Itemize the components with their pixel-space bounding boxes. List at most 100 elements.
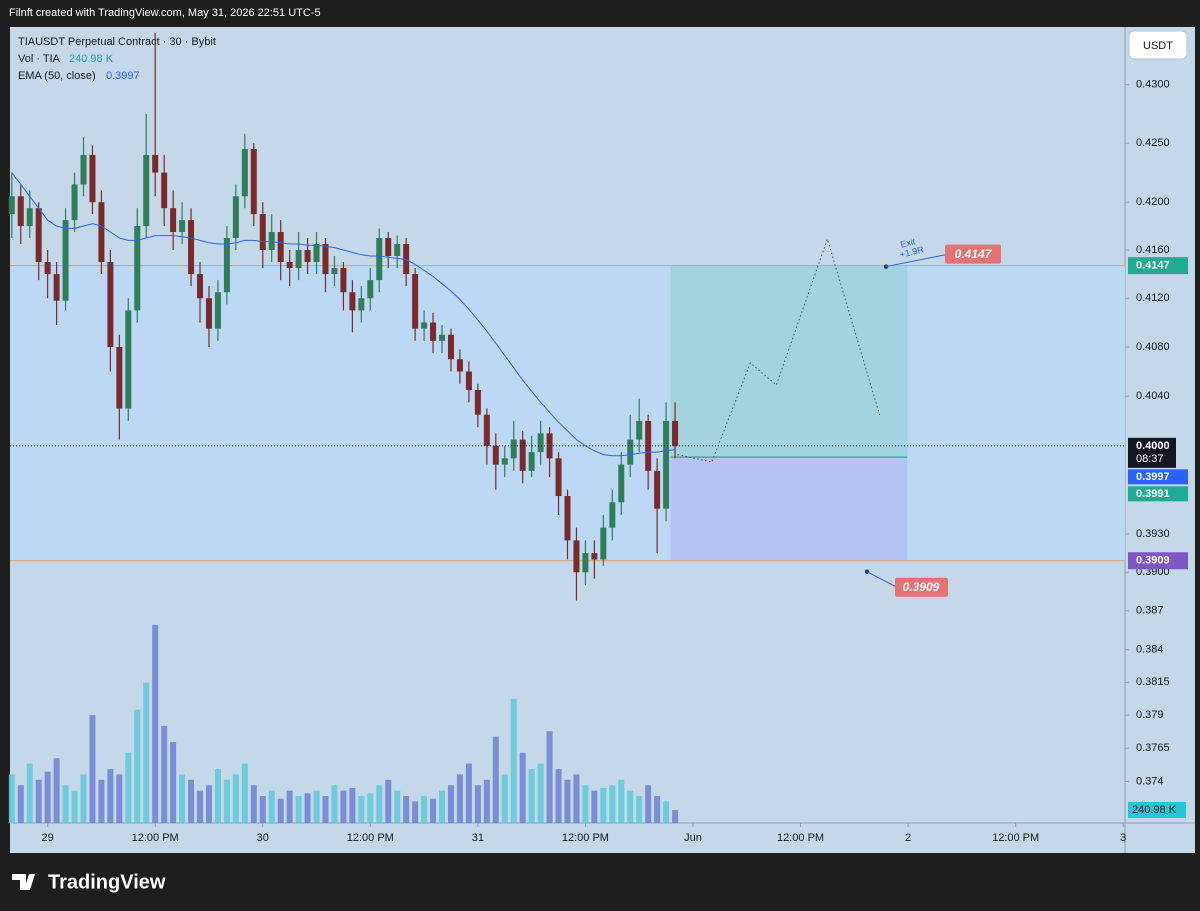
volume-bar bbox=[250, 785, 257, 823]
volume-bar bbox=[582, 785, 589, 823]
candle-body bbox=[609, 502, 616, 528]
volume-bar bbox=[268, 790, 275, 823]
candle-body bbox=[125, 310, 132, 409]
x-tick-label: 3 bbox=[1120, 832, 1126, 844]
volume-bar bbox=[161, 725, 168, 823]
volume-bar bbox=[331, 785, 338, 823]
candle-body bbox=[134, 226, 141, 311]
x-tick-label: 29 bbox=[42, 832, 54, 844]
candle-body bbox=[537, 433, 544, 453]
volume-bar bbox=[367, 793, 374, 823]
volume-bar bbox=[304, 793, 311, 823]
candle-body bbox=[573, 540, 580, 573]
volume-bar bbox=[89, 715, 96, 823]
ema-legend-value: 0.3997 bbox=[106, 70, 140, 82]
stop-price-label: 0.3909 bbox=[1136, 555, 1170, 567]
footer bbox=[0, 853, 1200, 911]
candle-body bbox=[268, 232, 275, 251]
candle-body bbox=[295, 250, 302, 269]
candle-body bbox=[188, 220, 195, 275]
price-axis-background bbox=[1125, 27, 1195, 823]
volume-bar bbox=[492, 736, 499, 823]
candle-body bbox=[62, 220, 69, 301]
volume-legend-name: Vol · TIA bbox=[18, 53, 61, 65]
candle-body bbox=[170, 208, 177, 233]
candle-body bbox=[358, 298, 365, 311]
x-tick-label: 12:00 PM bbox=[347, 832, 394, 844]
volume-bar bbox=[600, 787, 607, 823]
ema-line bbox=[11, 172, 676, 457]
candle-body bbox=[179, 220, 186, 233]
candle-body bbox=[456, 359, 463, 372]
candle-body bbox=[645, 420, 652, 471]
volume-bar bbox=[349, 787, 356, 823]
candle-body bbox=[80, 154, 87, 185]
volume-bar bbox=[501, 774, 508, 823]
volume-bar bbox=[340, 790, 347, 823]
y-tick-label: 0.4250 bbox=[1136, 137, 1170, 149]
currency-button[interactable] bbox=[1128, 30, 1188, 60]
stop-price-label-box bbox=[1128, 552, 1188, 570]
target-zone bbox=[670, 265, 908, 458]
candle-body bbox=[35, 208, 42, 263]
y-tick-label: 0.387 bbox=[1136, 605, 1164, 617]
volume-bar bbox=[537, 763, 544, 823]
candle-body bbox=[474, 389, 481, 415]
target-price-label: 0.4147 bbox=[1136, 260, 1170, 272]
volume-bar bbox=[8, 774, 15, 823]
stop-callout-box bbox=[895, 577, 948, 597]
brand-logo bbox=[12, 874, 35, 890]
current-price-box bbox=[1128, 437, 1176, 468]
y-tick-label: 0.4160 bbox=[1136, 244, 1170, 256]
candle-body bbox=[528, 452, 535, 471]
volume-bar bbox=[259, 796, 266, 823]
candle-body bbox=[555, 458, 562, 497]
volume-bar bbox=[627, 790, 634, 823]
volume-bar bbox=[188, 779, 195, 823]
volume-legend-value: 240.98 K bbox=[69, 53, 114, 65]
ema-price-label: 0.3997 bbox=[1136, 471, 1170, 483]
candle-body bbox=[546, 433, 553, 459]
volume-bar bbox=[591, 790, 598, 823]
x-tick-label: 30 bbox=[257, 832, 269, 844]
candle-body bbox=[232, 196, 239, 239]
countdown-label: 08:37 bbox=[1136, 453, 1164, 465]
volume-bar bbox=[214, 769, 221, 823]
candle-body bbox=[663, 420, 670, 509]
volume-bar bbox=[62, 785, 69, 823]
candle-body bbox=[439, 334, 446, 341]
candle-body bbox=[313, 244, 320, 263]
current-price-label: 0.4000 bbox=[1136, 440, 1170, 452]
candle-body bbox=[654, 470, 661, 509]
candle-body bbox=[107, 262, 114, 347]
ema-price-label-box bbox=[1128, 469, 1188, 485]
candle-body bbox=[492, 445, 499, 465]
target-callout-box bbox=[945, 244, 1001, 264]
volume-bar bbox=[645, 785, 652, 823]
volume-bar bbox=[663, 801, 670, 823]
volume-bar bbox=[232, 774, 239, 823]
volume-bar bbox=[107, 769, 114, 823]
candle-body bbox=[483, 414, 490, 446]
volume-bar bbox=[286, 790, 293, 823]
currency-label[interactable]: USDT bbox=[1143, 40, 1173, 52]
stop-callout-line bbox=[866, 571, 897, 588]
x-tick-label: 12:00 PM bbox=[562, 832, 609, 844]
y-tick-label: 0.4080 bbox=[1136, 341, 1170, 353]
candle-body bbox=[259, 214, 266, 251]
candle-body bbox=[152, 154, 159, 173]
candle-body bbox=[447, 334, 454, 360]
volume-bar bbox=[546, 731, 553, 823]
entry-price-label-box bbox=[1128, 486, 1188, 502]
y-tick-label: 0.4300 bbox=[1136, 79, 1170, 91]
volume-bar bbox=[134, 709, 141, 823]
candle-body bbox=[385, 238, 392, 257]
candle-body bbox=[277, 232, 284, 263]
candle-body bbox=[519, 439, 526, 471]
volume-bar bbox=[322, 796, 329, 823]
volume-bar bbox=[609, 785, 616, 823]
candle-body bbox=[143, 154, 150, 227]
candle-body bbox=[223, 238, 230, 293]
volume-bar bbox=[618, 779, 625, 823]
candle-body bbox=[44, 262, 51, 275]
